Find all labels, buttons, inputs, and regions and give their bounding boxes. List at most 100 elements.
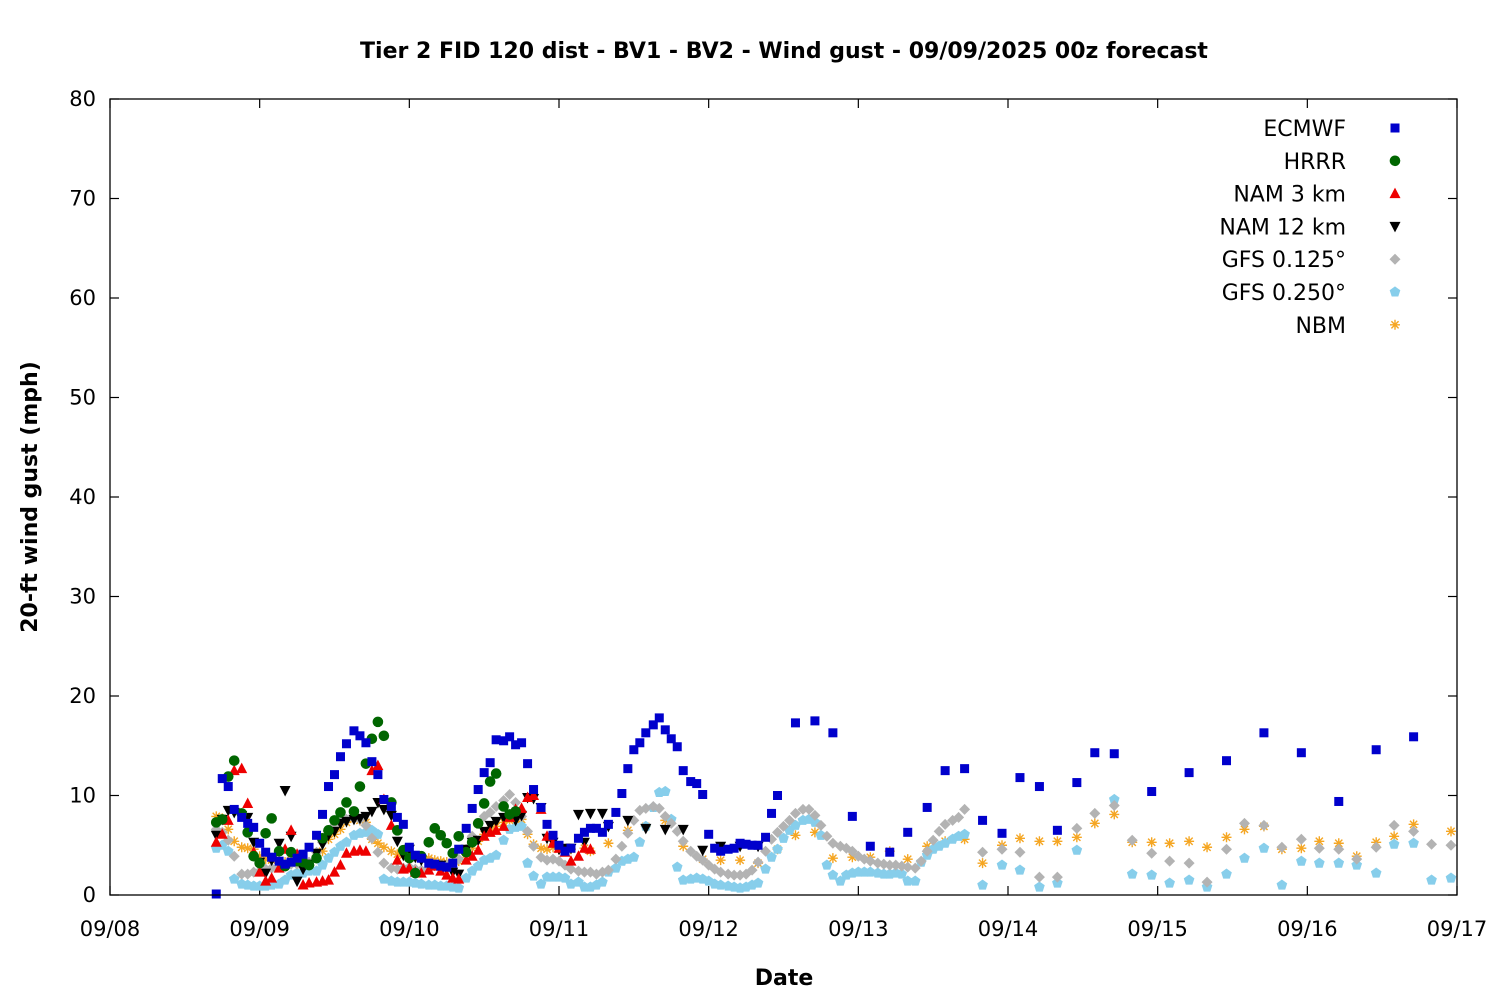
data-point — [479, 768, 489, 778]
data-point — [1296, 748, 1306, 758]
data-point — [659, 785, 671, 797]
legend-marker — [1389, 286, 1401, 297]
data-point — [1126, 834, 1138, 846]
data-point — [1239, 824, 1250, 835]
data-point — [210, 836, 222, 847]
data-point — [1221, 832, 1232, 843]
data-point — [217, 774, 227, 784]
data-point — [902, 861, 914, 873]
data-point — [237, 812, 247, 822]
data-point — [1109, 809, 1120, 820]
legend-label: GFS 0.125° — [1222, 248, 1346, 273]
data-point — [304, 842, 314, 852]
data-point — [528, 789, 540, 800]
data-point — [723, 844, 733, 854]
data-point — [423, 853, 434, 864]
data-point — [372, 838, 383, 849]
data-point — [516, 820, 527, 831]
data-point — [1221, 843, 1233, 855]
data-point — [424, 858, 434, 868]
data-point — [596, 808, 608, 820]
data-point — [1034, 782, 1044, 792]
data-point — [616, 840, 628, 852]
data-point — [677, 835, 689, 847]
data-point — [783, 814, 795, 826]
data-point — [548, 830, 558, 840]
y-tick-label: 20 — [69, 684, 96, 708]
data-point — [677, 824, 689, 836]
data-point — [1015, 773, 1025, 783]
data-point — [1446, 826, 1457, 837]
data-point — [1313, 857, 1325, 868]
data-point — [341, 797, 352, 808]
data-point — [1146, 869, 1158, 880]
data-point — [828, 728, 838, 738]
data-point — [1072, 778, 1082, 788]
data-point — [373, 770, 383, 780]
data-point — [398, 819, 408, 829]
data-point — [1239, 852, 1250, 863]
data-point — [622, 815, 634, 827]
data-point — [1334, 796, 1344, 806]
data-point — [378, 804, 390, 816]
data-point — [216, 814, 228, 825]
data-point — [273, 845, 285, 857]
data-point — [772, 826, 784, 838]
data-point — [461, 823, 471, 833]
data-point — [766, 851, 777, 862]
data-point — [341, 836, 352, 847]
data-point — [472, 818, 484, 829]
data-point — [1146, 837, 1157, 848]
data-point — [466, 850, 478, 861]
data-point — [753, 840, 763, 850]
data-point — [778, 832, 789, 843]
data-point — [367, 757, 377, 767]
data-point — [716, 846, 726, 856]
data-point — [1014, 833, 1025, 844]
data-point — [939, 818, 951, 830]
data-point — [211, 889, 221, 899]
data-point — [996, 843, 1008, 855]
plot-frame — [109, 98, 1458, 896]
data-point — [778, 820, 789, 832]
data-point — [510, 806, 521, 817]
data-point — [1014, 864, 1026, 875]
data-point — [536, 802, 546, 812]
data-point — [815, 819, 827, 831]
data-point — [666, 734, 676, 744]
data-point — [629, 745, 639, 755]
data-point — [280, 859, 290, 869]
data-point — [1202, 842, 1213, 853]
data-point — [360, 819, 372, 831]
data-point — [228, 850, 240, 862]
data-point — [1089, 818, 1100, 829]
data-point — [1221, 868, 1232, 879]
data-point — [977, 858, 988, 869]
data-point — [255, 838, 265, 848]
x-tick-label: 09/08 — [80, 917, 141, 941]
data-point — [603, 838, 614, 849]
data-point — [274, 856, 284, 866]
data-point — [360, 845, 372, 856]
data-point — [472, 844, 484, 855]
data-point — [223, 782, 233, 792]
data-point — [921, 845, 933, 857]
data-point — [229, 836, 240, 847]
data-point — [1071, 832, 1082, 843]
data-point — [959, 834, 970, 845]
data-point — [1108, 793, 1120, 805]
data-point — [760, 845, 772, 857]
series-ecmwf — [211, 713, 1419, 899]
data-point — [242, 843, 253, 854]
data-point — [1426, 838, 1438, 850]
data-point — [697, 845, 709, 857]
data-point — [1314, 836, 1325, 847]
data-point — [366, 832, 378, 844]
data-point — [752, 856, 764, 868]
legend-marker — [1389, 155, 1401, 167]
y-tick-label: 50 — [69, 386, 96, 410]
data-point — [1370, 841, 1382, 853]
data-point — [279, 786, 291, 797]
data-point — [729, 843, 739, 853]
data-point — [959, 828, 970, 839]
